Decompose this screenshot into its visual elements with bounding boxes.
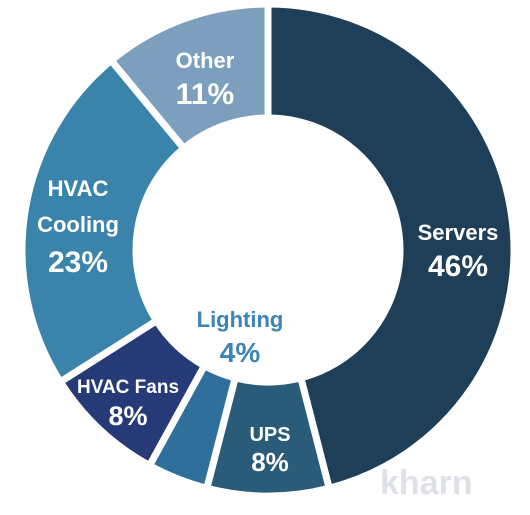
label-hvac-cooling-value: 23% bbox=[48, 246, 108, 279]
slice-other bbox=[106, 0, 272, 154]
label-hvac-cooling-name-line2: Cooling bbox=[37, 212, 119, 237]
label-hvac-fans-name: HVAC Fans bbox=[77, 377, 179, 398]
label-servers-value: 46% bbox=[428, 250, 488, 283]
label-other-name: Other bbox=[176, 48, 235, 73]
label-ups-value: 8% bbox=[251, 447, 289, 477]
slice-servers bbox=[264, 0, 518, 493]
label-lighting-value: 4% bbox=[220, 337, 261, 368]
label-other-value: 11% bbox=[176, 78, 234, 111]
slices bbox=[18, 0, 518, 500]
label-lighting-name: Lighting bbox=[197, 307, 284, 332]
slice-hvac-cooling bbox=[18, 55, 189, 387]
label-hvac-cooling-name-line1: HVAC bbox=[48, 176, 109, 201]
label-servers-name: Servers bbox=[418, 220, 499, 245]
watermark: kharn bbox=[380, 464, 473, 502]
label-hvac-fans-value: 8% bbox=[108, 401, 147, 431]
label-ups-name: UPS bbox=[249, 424, 290, 446]
